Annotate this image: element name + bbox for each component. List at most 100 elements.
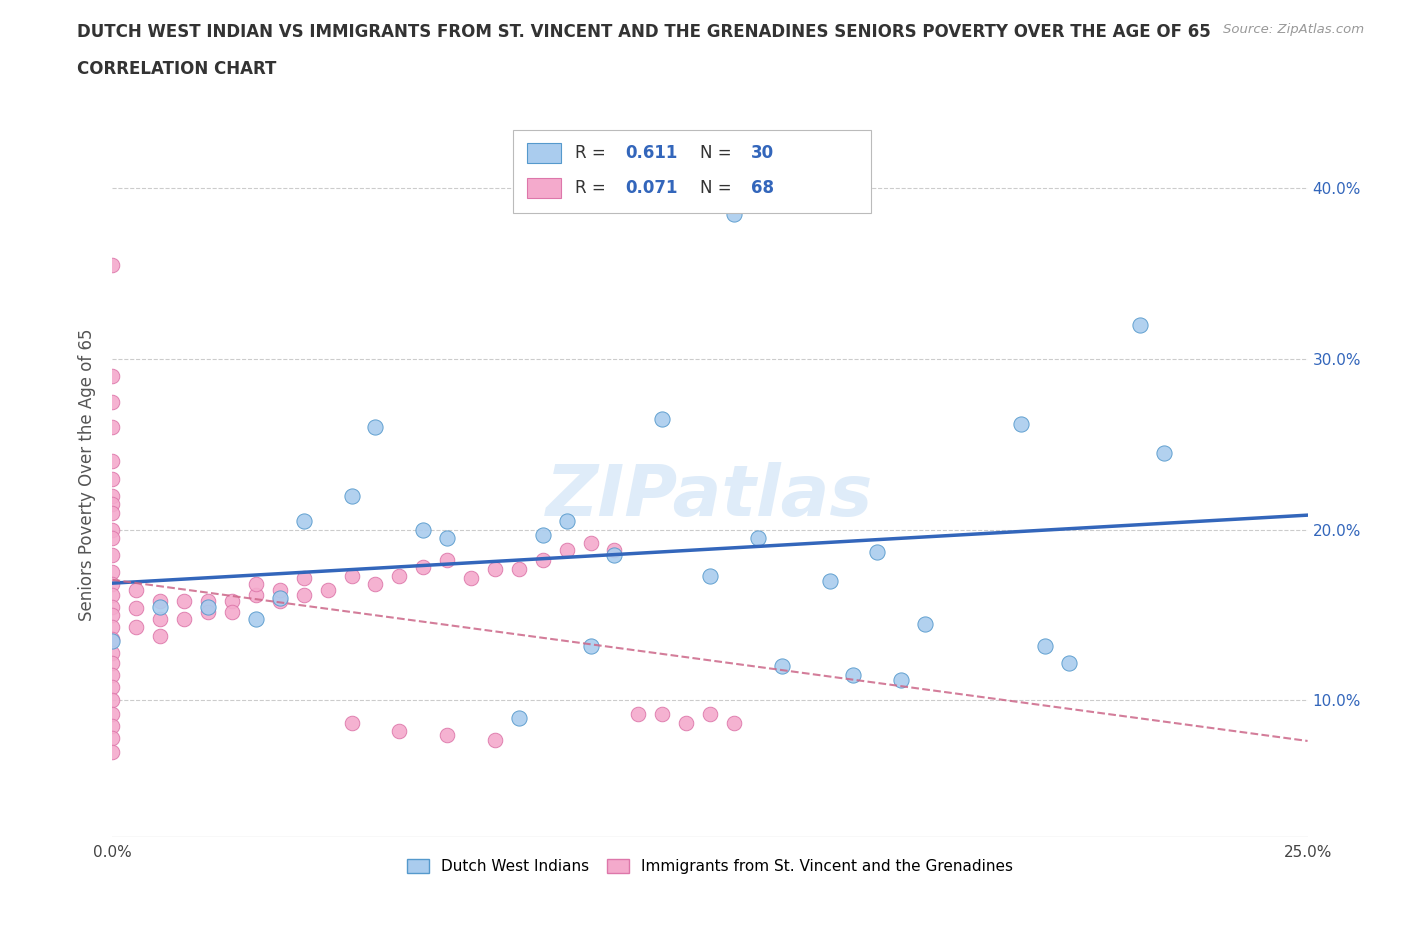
Point xyxy=(101,631,124,646)
Point xyxy=(101,645,124,660)
Point xyxy=(436,531,458,546)
Point xyxy=(101,587,124,602)
Point xyxy=(555,513,578,528)
Point xyxy=(651,707,673,722)
Point xyxy=(269,591,291,605)
Point xyxy=(149,611,172,626)
Bar xyxy=(527,178,561,198)
Point xyxy=(101,607,124,622)
Point xyxy=(316,582,339,597)
Point xyxy=(245,587,267,602)
Bar xyxy=(527,143,561,163)
Point xyxy=(101,531,124,546)
Point xyxy=(723,715,745,730)
Point xyxy=(484,562,506,577)
Point xyxy=(484,732,506,747)
Point xyxy=(125,619,148,634)
Point xyxy=(101,472,124,486)
Text: CORRELATION CHART: CORRELATION CHART xyxy=(77,60,277,78)
Point xyxy=(101,394,124,409)
Text: N =: N = xyxy=(700,144,737,162)
Text: N =: N = xyxy=(700,179,737,197)
Point xyxy=(436,727,458,742)
Y-axis label: Seniors Poverty Over the Age of 65: Seniors Poverty Over the Age of 65 xyxy=(77,328,96,620)
Point xyxy=(101,368,124,383)
Point xyxy=(531,553,554,568)
Point xyxy=(603,543,626,558)
Point xyxy=(603,548,626,563)
Point xyxy=(842,668,865,683)
Point xyxy=(269,582,291,597)
Point xyxy=(699,707,721,722)
Point xyxy=(340,488,363,503)
Point xyxy=(101,731,124,746)
Point xyxy=(149,599,172,614)
Point xyxy=(149,628,172,643)
Point xyxy=(101,599,124,614)
Point xyxy=(436,553,458,568)
Point xyxy=(364,420,387,435)
Text: DUTCH WEST INDIAN VS IMMIGRANTS FROM ST. VINCENT AND THE GRENADINES SENIORS POVE: DUTCH WEST INDIAN VS IMMIGRANTS FROM ST.… xyxy=(77,23,1211,41)
Point xyxy=(914,617,936,631)
Point xyxy=(292,570,315,585)
Point xyxy=(245,611,267,626)
Point xyxy=(1010,417,1032,432)
Point xyxy=(101,548,124,563)
Point xyxy=(675,715,697,730)
Point xyxy=(388,724,411,738)
Text: 0.071: 0.071 xyxy=(626,179,678,197)
Point xyxy=(101,505,124,520)
Point xyxy=(125,601,148,616)
Point xyxy=(1153,445,1175,460)
Point xyxy=(101,744,124,759)
Point xyxy=(197,599,219,614)
Point xyxy=(173,594,195,609)
Point xyxy=(101,633,124,648)
Point xyxy=(531,527,554,542)
Text: 0.611: 0.611 xyxy=(626,144,678,162)
Point xyxy=(101,693,124,708)
Point xyxy=(101,523,124,538)
Point xyxy=(101,454,124,469)
Point xyxy=(890,672,912,687)
Point xyxy=(340,715,363,730)
Point xyxy=(699,568,721,583)
Point xyxy=(101,577,124,591)
Point xyxy=(221,594,243,609)
Point xyxy=(173,611,195,626)
Point xyxy=(508,562,530,577)
Point xyxy=(770,658,793,673)
Point xyxy=(508,711,530,725)
Point xyxy=(101,719,124,734)
Point xyxy=(364,577,387,591)
Point xyxy=(101,619,124,634)
Point xyxy=(101,497,124,512)
Point xyxy=(101,656,124,671)
Point xyxy=(245,577,267,591)
Text: R =: R = xyxy=(575,144,612,162)
Text: 30: 30 xyxy=(751,144,773,162)
Text: R =: R = xyxy=(575,179,612,197)
Point xyxy=(101,668,124,683)
Point xyxy=(101,679,124,694)
Point xyxy=(101,707,124,722)
Point xyxy=(388,568,411,583)
Point xyxy=(197,594,219,609)
Point xyxy=(818,574,841,589)
Point xyxy=(292,587,315,602)
Point xyxy=(651,411,673,426)
Point xyxy=(460,570,482,585)
Point xyxy=(101,565,124,580)
Point xyxy=(221,604,243,619)
Point xyxy=(747,531,769,546)
Text: ZIPatlas: ZIPatlas xyxy=(547,461,873,530)
Text: Source: ZipAtlas.com: Source: ZipAtlas.com xyxy=(1223,23,1364,36)
Point xyxy=(149,594,172,609)
Point xyxy=(292,513,315,528)
Point xyxy=(866,545,889,560)
Point xyxy=(101,420,124,435)
Point xyxy=(412,523,434,538)
Text: 68: 68 xyxy=(751,179,773,197)
Point xyxy=(1129,317,1152,332)
Point xyxy=(1033,638,1056,653)
